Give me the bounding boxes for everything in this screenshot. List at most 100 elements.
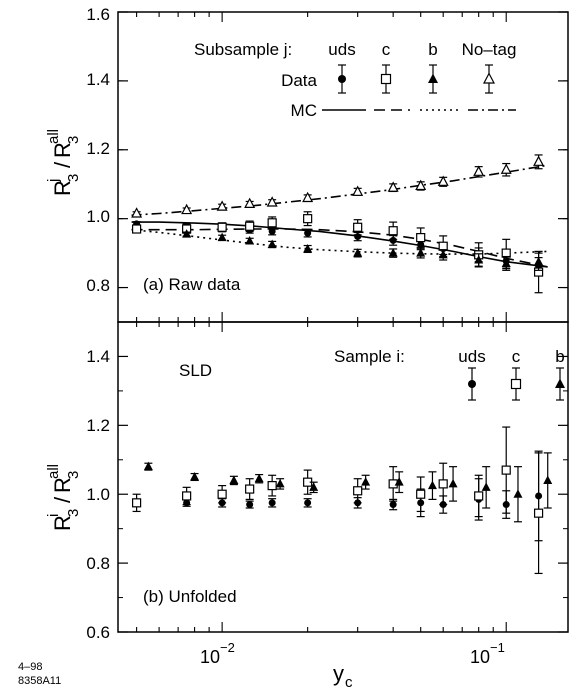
panel-b-legend-col-b: b [555,347,564,366]
panel-a-point-b [303,243,313,253]
panel-a-point-notag [266,196,278,207]
panel-a-legend-col-notag: No–tag [462,40,517,59]
panel-b-point-b [275,478,285,488]
panel-a-legend-col-b: b [428,40,437,59]
panel-b-point-c [533,508,544,518]
panel-b-point-uds [389,501,397,509]
xtick-label-1e-2-base: 10 [200,647,220,667]
panel-b-ytick: 1.2 [86,416,110,435]
panel-b-point-b [427,480,437,490]
panel-b-ytick: 1.4 [86,347,110,366]
panel-a-point-uds [304,229,312,237]
panel-b-point-b [543,475,553,484]
panel-a-point-c [388,226,398,236]
panel-b-corner-label: SLD [179,361,212,380]
panel-a-point-b [416,248,426,257]
panel-a-point-c [303,214,313,224]
panel-a-ylabel: R j 3 / R all 3 [45,129,82,196]
panel-b-ytick: 0.6 [86,623,110,642]
panel-a-point-b [245,236,255,245]
panel-a-mc-curve-uds [131,221,548,268]
panel-b-point-c [416,489,426,499]
legend-b-marker-b [555,378,565,388]
panel-b-point-b [190,472,200,481]
panel-a-legend-mc-label: MC [291,101,317,120]
panel-a-point-b [182,229,192,238]
panel-a-point-b [534,256,544,266]
panel-b-label: (b) Unfolded [143,587,237,606]
xtick-label-1e-1-base: 10 [470,647,490,667]
figure-id-line2: 8358A11 [18,675,61,687]
panel-a-point-b [501,258,511,267]
panel-a-point-notag [473,165,485,176]
panel-a-ylabel-main: R [50,180,75,196]
panel-a-point-notag [216,200,228,211]
panel-b-point-c [245,484,255,494]
legend-a-marker-b [428,73,438,83]
panel-a-ylabel-den-sub: 3 [65,136,82,144]
panel-a-point-c [245,221,255,231]
legend-a-marker-uds [338,75,346,83]
plot-layer [117,11,569,633]
panel-a-ytick: 1.0 [86,207,110,226]
panel-b-frame [117,321,569,633]
panel-a-ytick: 1.2 [86,139,110,158]
panel-b-point-c [182,491,192,501]
panel-a-legend-header: Subsample j: [194,40,292,59]
panel-b-point-b [448,478,458,488]
panel-b-point-b [254,473,264,483]
legend-a-marker-notag [483,72,495,84]
panel-a-point-c [267,218,277,228]
panel-a-label: (a) Raw data [143,275,241,294]
panel-a-point-c [353,222,363,232]
panel-b-point-b [229,475,239,484]
panel-a-point-notag [131,207,143,218]
panel-b-ylabel-den-sub: 3 [65,471,82,479]
panel-b-point-b [394,477,404,486]
panel-b-legend-col-uds: uds [458,347,485,366]
panel-a-point-notag [387,181,399,192]
panel-a-point-notag [437,175,449,186]
panel-a-point-uds [268,227,276,235]
panel-a-point-b [388,248,398,257]
text-layer: (a) Raw data Subsample j: uds c b No–tag… [18,5,565,691]
panel-b-legend-col-c: c [512,347,521,366]
xtick-label-1e-2-exp: −2 [220,640,235,655]
panel-a-point-c [217,222,227,232]
panel-a-ylabel-num-sub: 3 [65,174,82,182]
panel-a-point-notag [302,191,314,203]
panel-b-point-b [143,461,153,471]
panel-a-point-c [438,241,448,251]
panel-a-ylabel-den-sup: all [45,129,62,144]
panel-a-point-c [416,233,426,243]
xtick-label-1e-1-exp: −1 [490,640,505,655]
panel-b-ylabel: R i 3 / R all 3 [45,464,82,531]
panel-a-mc-curve-notag [131,164,548,216]
panel-b-ytick: 0.8 [86,554,110,573]
panel-a-point-notag [533,155,545,166]
legend-b-marker-uds [468,380,476,388]
panel-b-point-b [481,482,491,491]
panel-a-point-notag [181,203,193,215]
panel-a-point-c [501,248,511,258]
panel-b-point-b [361,477,371,486]
panel-a-point-b [353,248,363,257]
panel-a-point-notag [352,185,364,196]
legend-b-marker-c [510,378,522,390]
panel-a-legend-data-label: Data [281,71,317,90]
panel-b-point-uds [268,499,276,507]
panel-b-ytick: 1.0 [86,485,110,504]
figure-id-line1: 4–98 [18,661,42,673]
panel-a-point-notag [500,163,512,174]
xlabel-sub: c [345,674,353,691]
panel-b-point-c [438,479,448,489]
panel-b-ylabel-den: R [50,477,75,493]
panel-a-point-notag [244,197,256,208]
panel-a-point-b [438,249,448,259]
panel-b-point-b [309,482,319,491]
panel-b-point-uds [304,499,312,507]
panel-a-legend-col-uds: uds [328,40,355,59]
panel-a-point-notag [415,179,427,191]
panel-a-ytick: 0.8 [86,276,110,295]
